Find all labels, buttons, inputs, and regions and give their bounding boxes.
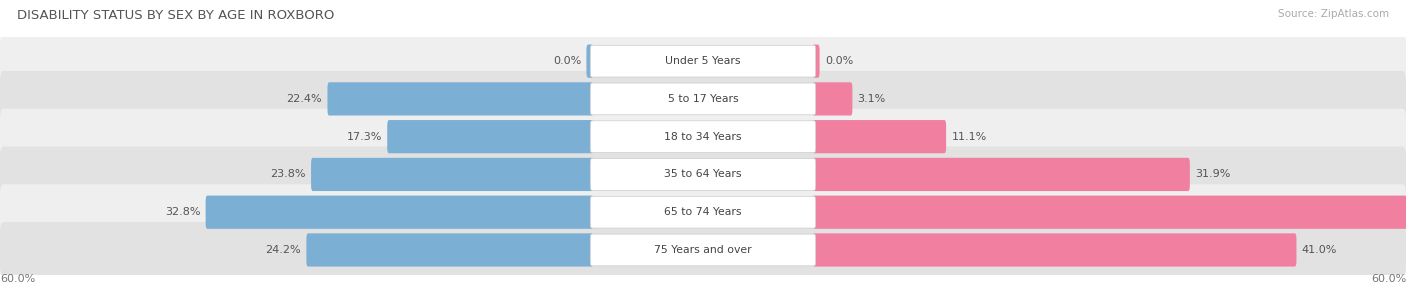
FancyBboxPatch shape [813,82,852,116]
FancyBboxPatch shape [0,222,1406,278]
Text: 23.8%: 23.8% [270,170,307,179]
Text: 35 to 64 Years: 35 to 64 Years [664,170,742,179]
FancyBboxPatch shape [813,120,946,153]
Text: 75 Years and over: 75 Years and over [654,245,752,255]
FancyBboxPatch shape [591,196,815,228]
Text: 0.0%: 0.0% [553,56,581,66]
Text: 0.0%: 0.0% [825,56,853,66]
FancyBboxPatch shape [586,45,593,78]
FancyBboxPatch shape [591,159,815,190]
FancyBboxPatch shape [813,233,1296,267]
Text: Source: ZipAtlas.com: Source: ZipAtlas.com [1278,9,1389,19]
FancyBboxPatch shape [328,82,593,116]
Text: 60.0%: 60.0% [1371,274,1406,285]
FancyBboxPatch shape [311,158,593,191]
Text: 17.3%: 17.3% [347,132,382,142]
FancyBboxPatch shape [307,233,593,267]
Text: 3.1%: 3.1% [858,94,886,104]
FancyBboxPatch shape [813,196,1406,229]
Text: 65 to 74 Years: 65 to 74 Years [664,207,742,217]
FancyBboxPatch shape [813,158,1189,191]
FancyBboxPatch shape [591,121,815,152]
FancyBboxPatch shape [0,33,1406,89]
FancyBboxPatch shape [205,196,593,229]
FancyBboxPatch shape [591,234,815,266]
Text: 60.0%: 60.0% [0,274,35,285]
FancyBboxPatch shape [813,45,820,78]
Text: 24.2%: 24.2% [266,245,301,255]
FancyBboxPatch shape [0,71,1406,127]
FancyBboxPatch shape [0,184,1406,240]
Text: DISABILITY STATUS BY SEX BY AGE IN ROXBORO: DISABILITY STATUS BY SEX BY AGE IN ROXBO… [17,9,335,22]
FancyBboxPatch shape [387,120,593,153]
Text: 31.9%: 31.9% [1195,170,1230,179]
Text: 32.8%: 32.8% [165,207,201,217]
Text: Under 5 Years: Under 5 Years [665,56,741,66]
Text: 41.0%: 41.0% [1302,245,1337,255]
Text: 11.1%: 11.1% [952,132,987,142]
Text: 5 to 17 Years: 5 to 17 Years [668,94,738,104]
Text: 18 to 34 Years: 18 to 34 Years [664,132,742,142]
FancyBboxPatch shape [0,109,1406,165]
FancyBboxPatch shape [591,45,815,77]
Text: 22.4%: 22.4% [287,94,322,104]
FancyBboxPatch shape [0,146,1406,203]
FancyBboxPatch shape [591,83,815,115]
